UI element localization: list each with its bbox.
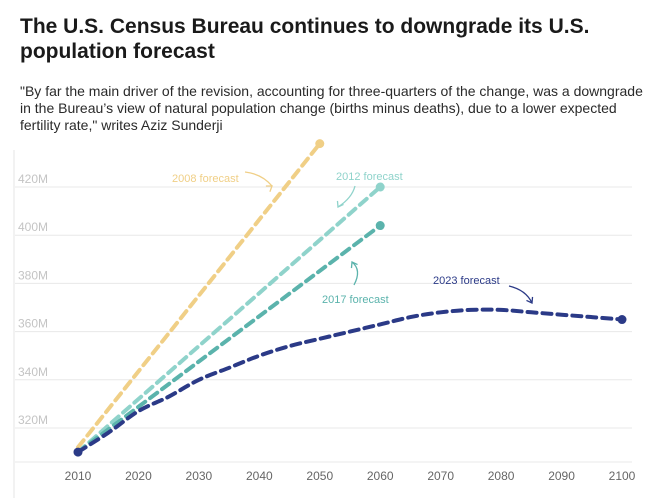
x-tick-label: 2030 bbox=[186, 469, 213, 483]
annotation-arrowhead bbox=[265, 185, 273, 192]
annotation-label: 2008 forecast bbox=[172, 173, 239, 185]
annotation-label: 2012 forecast bbox=[336, 171, 403, 183]
annotation-arrowhead bbox=[526, 296, 534, 304]
series-line bbox=[76, 307, 624, 455]
x-tick-label: 2080 bbox=[488, 469, 515, 483]
y-tick-label: 420M bbox=[18, 172, 48, 186]
y-tick-label: 320M bbox=[18, 413, 48, 427]
chart-title: The U.S. Census Bureau continues to down… bbox=[20, 15, 590, 63]
series-2023-forecast bbox=[73, 307, 627, 457]
series-line bbox=[76, 141, 322, 450]
series-start-point bbox=[73, 447, 83, 457]
x-tick-label: 2010 bbox=[65, 469, 92, 483]
x-tick-label: 2040 bbox=[246, 469, 273, 483]
annotation-2012-forecast: 2012 forecast bbox=[336, 171, 403, 208]
y-tick-label: 340M bbox=[18, 365, 48, 379]
x-tick-label: 2100 bbox=[609, 469, 636, 483]
series-2012-forecast bbox=[76, 182, 385, 455]
x-tick-label: 2050 bbox=[306, 469, 333, 483]
annotation-layer: 2008 forecast 2012 forecast 2017 forecast 2… bbox=[172, 171, 534, 306]
x-tick-label: 2060 bbox=[367, 469, 394, 483]
annotation-arrow bbox=[337, 185, 356, 208]
series-2017-forecast bbox=[76, 221, 385, 455]
series-end-point bbox=[375, 221, 385, 231]
grid-layer bbox=[13, 150, 632, 498]
annotation-2017-forecast: 2017 forecast bbox=[322, 261, 389, 306]
annotation-arrow bbox=[351, 261, 359, 286]
annotation-arrowhead bbox=[336, 200, 344, 208]
series-line bbox=[76, 223, 383, 455]
annotation-label: 2023 forecast bbox=[433, 275, 500, 287]
annotation-arrowhead bbox=[350, 261, 358, 269]
annotation-label: 2017 forecast bbox=[322, 294, 389, 306]
series-end-point bbox=[375, 182, 385, 192]
y-tick-label: 400M bbox=[18, 220, 48, 234]
series-2008-forecast bbox=[76, 139, 325, 450]
annotation-arrow bbox=[244, 171, 273, 187]
y-tick-label: 360M bbox=[18, 317, 48, 331]
annotation-2023-forecast: 2023 forecast bbox=[433, 275, 534, 304]
chart-subtitle: "By far the main driver of the revision,… bbox=[20, 83, 643, 133]
annotation-2008-forecast: 2008 forecast bbox=[172, 171, 273, 192]
x-tick-label: 2020 bbox=[125, 469, 152, 483]
series-end-point bbox=[315, 139, 325, 149]
annotation-arrow bbox=[508, 285, 533, 304]
axis-layer: 320M 340M 360M 380M 400M 420M 2010 2020 2030 2040… bbox=[18, 172, 636, 483]
y-tick-label: 380M bbox=[18, 268, 48, 282]
x-tick-label: 2090 bbox=[548, 469, 575, 483]
series-line bbox=[76, 185, 383, 455]
series-layer bbox=[73, 139, 627, 457]
series-end-point bbox=[617, 315, 627, 325]
x-tick-label: 2070 bbox=[427, 469, 454, 483]
